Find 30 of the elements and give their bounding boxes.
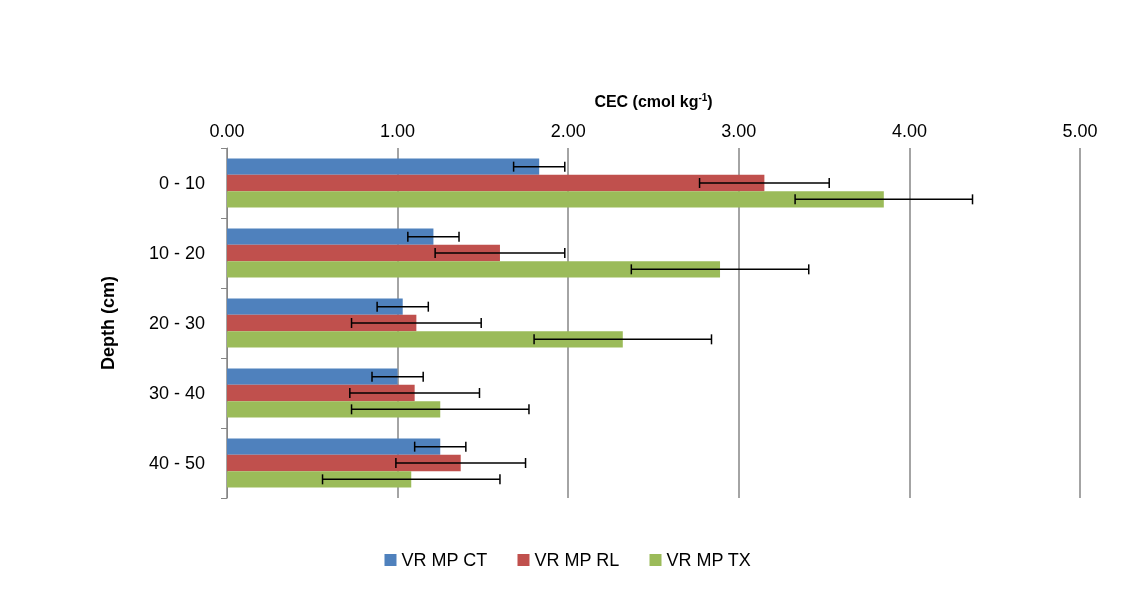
bar: [227, 261, 721, 278]
legend-label: VR MP TX: [666, 550, 751, 570]
bar: [227, 331, 623, 348]
x-tick-label: 0.00: [209, 121, 245, 141]
bar: [227, 454, 461, 472]
bar: [227, 368, 398, 385]
bar: [227, 401, 441, 418]
y-tick-label: 30 - 40: [148, 383, 205, 403]
bar: [227, 438, 441, 455]
y-tick-label: 0 - 10: [158, 173, 205, 193]
x-tick-label: 4.00: [891, 121, 927, 141]
bar: [227, 244, 500, 262]
bar: [227, 158, 540, 175]
bar: [227, 384, 415, 402]
y-tick-label: 40 - 50: [148, 453, 205, 473]
bar: [227, 298, 403, 315]
y-axis-title: Depth (cm): [98, 276, 118, 370]
bar: [227, 191, 884, 208]
y-tick-label: 10 - 20: [148, 243, 205, 263]
x-tick-label: 1.00: [380, 121, 416, 141]
legend-label: VR MP RL: [534, 550, 620, 570]
x-tick-label: 2.00: [550, 121, 586, 141]
bar: [227, 228, 434, 245]
bar: [227, 174, 765, 192]
x-tick-label: 3.00: [721, 121, 757, 141]
legend-label: VR MP CT: [401, 550, 488, 570]
bar: [227, 314, 417, 332]
x-tick-label: 5.00: [1062, 121, 1098, 141]
y-tick-label: 20 - 30: [148, 313, 205, 333]
bar: [227, 471, 412, 488]
